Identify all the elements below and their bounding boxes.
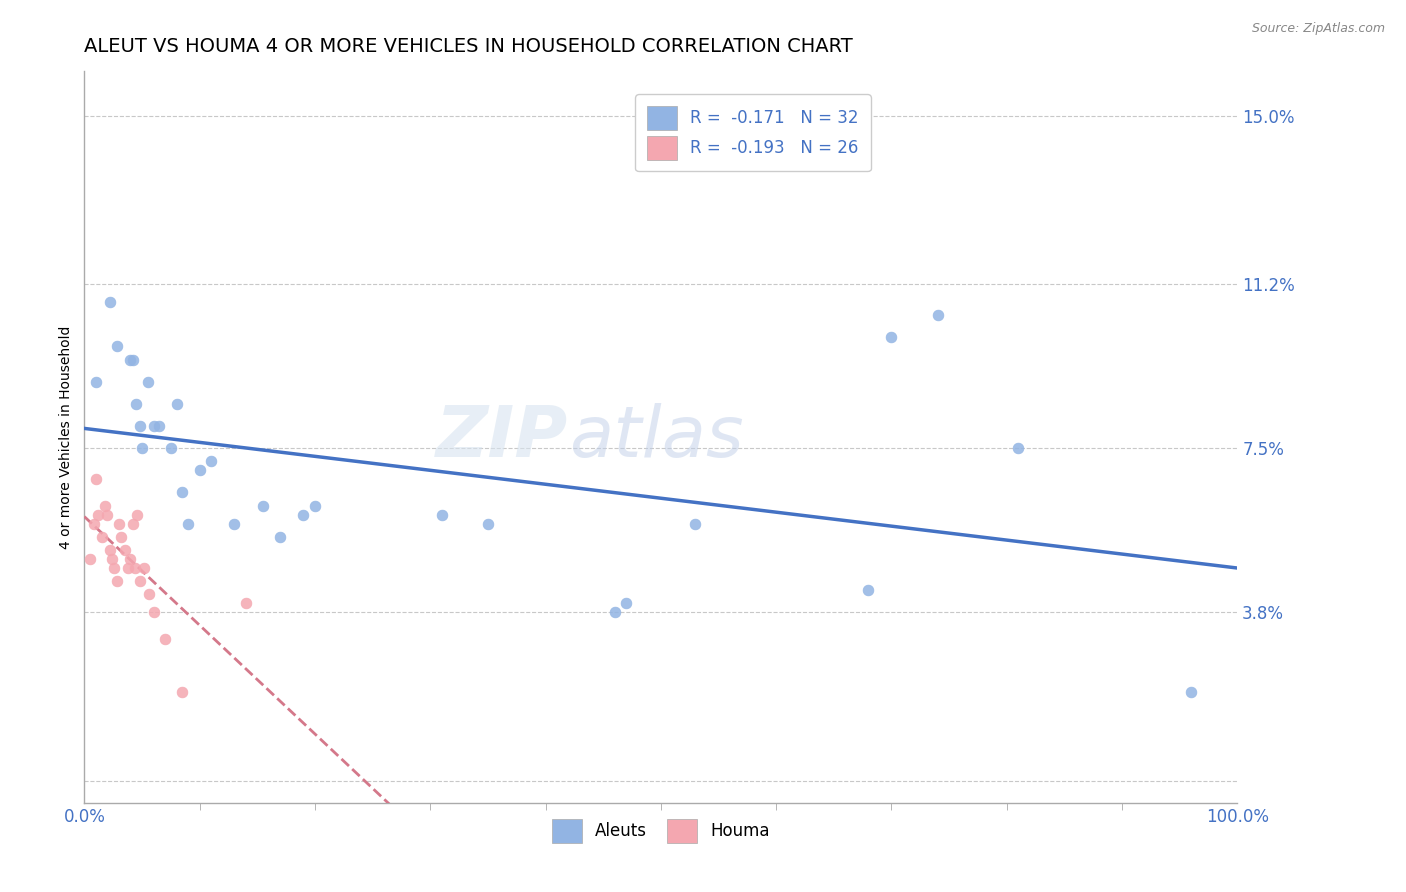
Point bbox=[142, 419, 165, 434]
Point bbox=[224, 516, 246, 531]
Point bbox=[138, 587, 160, 601]
Point bbox=[235, 596, 257, 610]
Point bbox=[172, 485, 194, 500]
Point bbox=[127, 508, 149, 522]
Point bbox=[120, 552, 142, 566]
Point bbox=[105, 574, 128, 589]
Point bbox=[304, 499, 326, 513]
Point bbox=[101, 552, 124, 566]
Point bbox=[172, 685, 194, 699]
Point bbox=[110, 530, 132, 544]
Point bbox=[128, 419, 150, 434]
Text: Source: ZipAtlas.com: Source: ZipAtlas.com bbox=[1251, 22, 1385, 36]
Point bbox=[177, 516, 200, 531]
Point bbox=[98, 543, 121, 558]
Point bbox=[120, 352, 142, 367]
Point bbox=[477, 516, 499, 531]
Point bbox=[84, 472, 107, 486]
Point bbox=[131, 441, 153, 455]
Point bbox=[614, 596, 637, 610]
Point bbox=[103, 561, 125, 575]
Point bbox=[685, 516, 707, 531]
Point bbox=[125, 397, 148, 411]
Point bbox=[114, 543, 136, 558]
Point bbox=[108, 516, 131, 531]
Point bbox=[160, 441, 183, 455]
Point bbox=[1007, 441, 1029, 455]
Point bbox=[96, 508, 118, 522]
Point bbox=[121, 352, 143, 367]
Point bbox=[880, 330, 903, 344]
Point bbox=[83, 516, 105, 531]
Point bbox=[200, 454, 222, 468]
Point bbox=[94, 499, 117, 513]
Point bbox=[134, 561, 156, 575]
Y-axis label: 4 or more Vehicles in Household: 4 or more Vehicles in Household bbox=[59, 326, 73, 549]
Point bbox=[142, 605, 165, 619]
Point bbox=[84, 375, 107, 389]
Point bbox=[98, 294, 121, 309]
Text: atlas: atlas bbox=[568, 402, 744, 472]
Point bbox=[269, 530, 291, 544]
Point bbox=[1180, 685, 1202, 699]
Point bbox=[927, 308, 949, 322]
Point bbox=[858, 582, 880, 597]
Point bbox=[292, 508, 315, 522]
Text: ALEUT VS HOUMA 4 OR MORE VEHICLES IN HOUSEHOLD CORRELATION CHART: ALEUT VS HOUMA 4 OR MORE VEHICLES IN HOU… bbox=[84, 37, 853, 56]
Point bbox=[603, 605, 626, 619]
Point bbox=[128, 574, 150, 589]
Text: ZIP: ZIP bbox=[436, 402, 568, 472]
Point bbox=[121, 516, 143, 531]
Point bbox=[166, 397, 188, 411]
Point bbox=[124, 561, 146, 575]
Point bbox=[79, 552, 101, 566]
Point bbox=[105, 339, 128, 353]
Point bbox=[148, 419, 170, 434]
Point bbox=[188, 463, 211, 477]
Point bbox=[252, 499, 274, 513]
Point bbox=[117, 561, 139, 575]
Point bbox=[87, 508, 110, 522]
Point bbox=[90, 530, 112, 544]
Legend: Aleuts, Houma: Aleuts, Houma bbox=[546, 813, 776, 849]
Point bbox=[153, 632, 176, 646]
Point bbox=[430, 508, 453, 522]
Point bbox=[136, 375, 159, 389]
